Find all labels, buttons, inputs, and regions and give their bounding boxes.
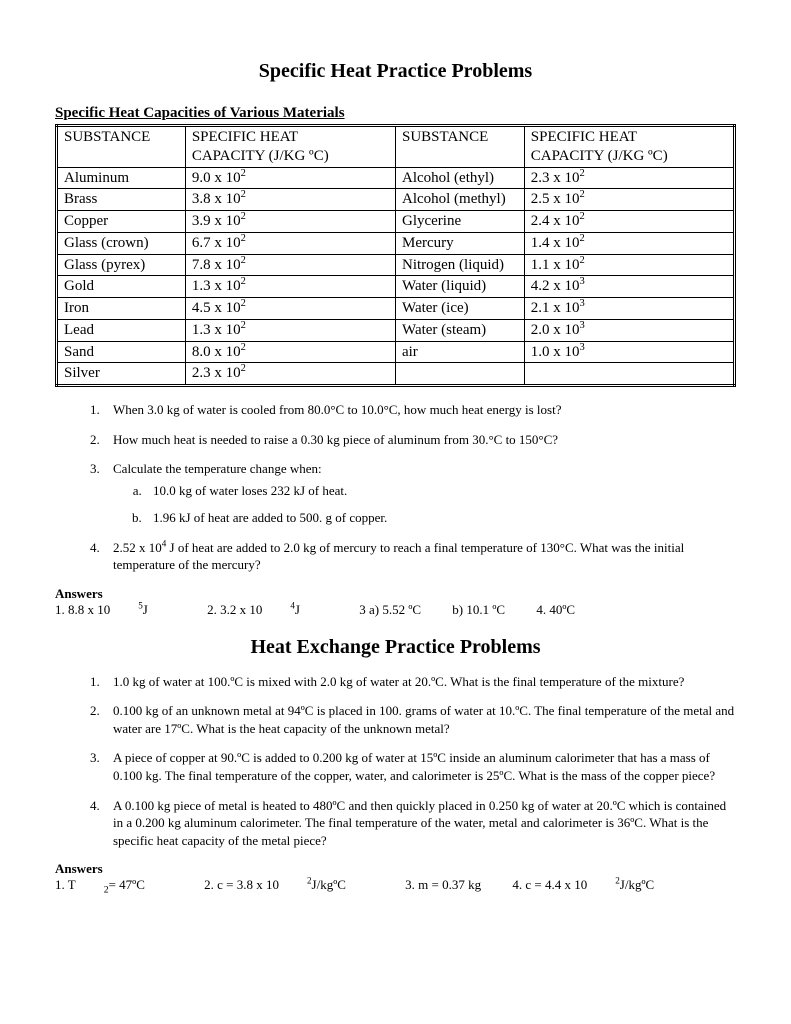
table-cell: 2.3 x 102 xyxy=(524,167,734,189)
table-header-cell: SPECIFIC HEATCAPACITY (J/KG ºC) xyxy=(524,126,734,168)
problem-3a: 10.0 kg of water loses 232 kJ of heat. xyxy=(145,482,736,500)
table-cell: 6.7 x 102 xyxy=(185,232,395,254)
problems-section-2: 1.0 kg of water at 100.ºC is mixed with … xyxy=(55,673,736,849)
problem-4-pre: 2.52 x 10 xyxy=(113,540,162,555)
answer-2-2: 2. c = 3.8 x 102 J/kgºC xyxy=(204,877,374,893)
table-cell: 1.0 x 103 xyxy=(524,341,734,363)
problem-1: When 3.0 kg of water is cooled from 80.0… xyxy=(103,401,736,419)
table-row: Gold1.3 x 102Water (liquid)4.2 x 103 xyxy=(57,276,735,298)
table-cell: 2.1 x 103 xyxy=(524,298,734,320)
answers-label-1: Answers xyxy=(55,586,736,602)
table-cell: Sand xyxy=(57,341,186,363)
answers-line-2: 1. T2 = 47ºC 2. c = 3.8 x 102 J/kgºC 3. … xyxy=(55,877,736,893)
answer-1-3b: b) 10.1 ºC xyxy=(452,602,505,618)
table-cell: Alcohol (ethyl) xyxy=(395,167,524,189)
table-row: Glass (crown)6.7 x 102Mercury1.4 x 102 xyxy=(57,232,735,254)
answers-label-2: Answers xyxy=(55,861,736,877)
problem-3b: 1.96 kJ of heat are added to 500. g of c… xyxy=(145,509,736,527)
problems-section-1: When 3.0 kg of water is cooled from 80.0… xyxy=(55,401,736,574)
table-cell: 3.9 x 102 xyxy=(185,211,395,233)
problem-2: How much heat is needed to raise a 0.30 … xyxy=(103,431,736,449)
table-cell: Iron xyxy=(57,298,186,320)
table-row: Sand8.0 x 102air1.0 x 103 xyxy=(57,341,735,363)
answers-line-1: 1. 8.8 x 105 J 2. 3.2 x 104 J 3 a) 5.52 … xyxy=(55,602,736,618)
table-cell: 8.0 x 102 xyxy=(185,341,395,363)
table-cell: Alcohol (methyl) xyxy=(395,189,524,211)
table-cell: 1.4 x 102 xyxy=(524,232,734,254)
problem2-1: 1.0 kg of water at 100.ºC is mixed with … xyxy=(103,673,736,691)
page-title-2: Heat Exchange Practice Problems xyxy=(55,636,736,659)
table-cell: Glass (pyrex) xyxy=(57,254,186,276)
table-cell: 4.5 x 102 xyxy=(185,298,395,320)
table-cell: 1.1 x 102 xyxy=(524,254,734,276)
problem2-3: A piece of copper at 90.ºC is added to 0… xyxy=(103,749,736,784)
table-cell: 9.0 x 102 xyxy=(185,167,395,189)
table-header-cell: SUBSTANCE xyxy=(57,126,186,168)
table-row: Lead1.3 x 102Water (steam)2.0 x 103 xyxy=(57,319,735,341)
table-cell: 3.8 x 102 xyxy=(185,189,395,211)
table-cell: 2.4 x 102 xyxy=(524,211,734,233)
table-cell: Aluminum xyxy=(57,167,186,189)
answer-1-2: 2. 3.2 x 104 J xyxy=(207,602,328,618)
problem-4: 2.52 x 104 J of heat are added to 2.0 kg… xyxy=(103,539,736,574)
answer-1-4: 4. 40ºC xyxy=(536,602,575,618)
answer-2-4: 4. c = 4.4 x 102 J/kgºC xyxy=(512,877,682,893)
table-cell: Glass (crown) xyxy=(57,232,186,254)
table-cell: 1.3 x 102 xyxy=(185,319,395,341)
problem-3: Calculate the temperature change when: 1… xyxy=(103,460,736,527)
table-header-cell: SPECIFIC HEATCAPACITY (J/KG ºC) xyxy=(185,126,395,168)
table-row: Iron4.5 x 102Water (ice)2.1 x 103 xyxy=(57,298,735,320)
answer-1-3a: 3 a) 5.52 ºC xyxy=(359,602,421,618)
problem2-2: 0.100 kg of an unknown metal at 94ºC is … xyxy=(103,702,736,737)
table-cell: Water (steam) xyxy=(395,319,524,341)
table-header-cell: SUBSTANCE xyxy=(395,126,524,168)
problem-3-text: Calculate the temperature change when: xyxy=(113,461,322,476)
table-cell: air xyxy=(395,341,524,363)
table-caption: Specific Heat Capacities of Various Mate… xyxy=(55,105,736,122)
table-row: Aluminum9.0 x 102Alcohol (ethyl)2.3 x 10… xyxy=(57,167,735,189)
problem-4-post: J of heat are added to 2.0 kg of mercury… xyxy=(113,540,684,573)
table-row: Glass (pyrex)7.8 x 102Nitrogen (liquid)1… xyxy=(57,254,735,276)
table-row: Brass3.8 x 102Alcohol (methyl)2.5 x 102 xyxy=(57,189,735,211)
table-row: Copper3.9 x 102Glycerine2.4 x 102 xyxy=(57,211,735,233)
table-cell: 7.8 x 102 xyxy=(185,254,395,276)
table-cell: Gold xyxy=(57,276,186,298)
table-cell xyxy=(395,363,524,386)
table-cell: Silver xyxy=(57,363,186,386)
table-cell: 2.5 x 102 xyxy=(524,189,734,211)
heat-capacity-table: SUBSTANCESPECIFIC HEATCAPACITY (J/KG ºC)… xyxy=(55,124,736,387)
table-cell xyxy=(524,363,734,386)
table-cell: 4.2 x 103 xyxy=(524,276,734,298)
table-cell: 2.3 x 102 xyxy=(185,363,395,386)
table-cell: 1.3 x 102 xyxy=(185,276,395,298)
table-cell: Glycerine xyxy=(395,211,524,233)
problem2-4: A 0.100 kg piece of metal is heated to 4… xyxy=(103,797,736,850)
answer-2-3: 3. m = 0.37 kg xyxy=(405,877,481,893)
table-cell: Brass xyxy=(57,189,186,211)
page-title-1: Specific Heat Practice Problems xyxy=(55,60,736,83)
answer-2-1: 1. T2 = 47ºC xyxy=(55,877,173,893)
table-row: Silver2.3 x 102 xyxy=(57,363,735,386)
table-cell: Water (ice) xyxy=(395,298,524,320)
table-cell: Nitrogen (liquid) xyxy=(395,254,524,276)
table-cell: Water (liquid) xyxy=(395,276,524,298)
answer-1-1: 1. 8.8 x 105 J xyxy=(55,602,176,618)
table-cell: Lead xyxy=(57,319,186,341)
table-cell: 2.0 x 103 xyxy=(524,319,734,341)
table-cell: Mercury xyxy=(395,232,524,254)
table-cell: Copper xyxy=(57,211,186,233)
